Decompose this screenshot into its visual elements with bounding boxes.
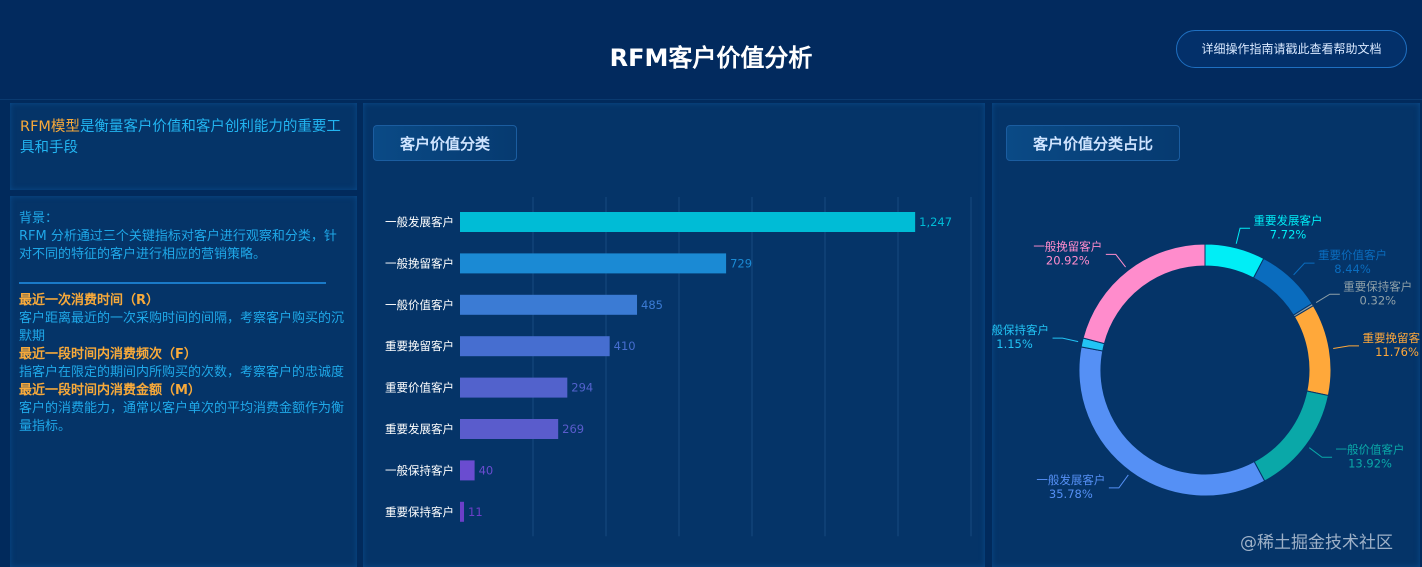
background-text: RFM 分析通过三个关键指标对客户进行观察和分类，针对不同的特征的客户进行相应的… — [19, 229, 337, 262]
leader-line — [1333, 345, 1359, 350]
divider — [19, 282, 326, 284]
category-label: 一般保持客户 — [385, 463, 454, 477]
slice-percent-label: 1.15% — [996, 337, 1033, 351]
bar — [460, 501, 465, 522]
header: RFM客户价值分析 详细操作指南请戳此查看帮助文档 — [0, 0, 1422, 100]
value-label: 729 — [730, 256, 752, 270]
slice-percent-label: 20.92% — [1046, 253, 1090, 267]
donut-slice — [1253, 390, 1329, 482]
value-label: 40 — [479, 463, 494, 477]
leader-line — [1105, 253, 1126, 268]
value-label: 294 — [571, 381, 593, 395]
pie-panel-title: 客户价值分类占比 — [1006, 125, 1181, 161]
background-label: 背景： — [19, 211, 59, 226]
intro-highlight: RFM模型 — [20, 119, 80, 135]
leader-line — [1293, 262, 1315, 276]
slice-name-label: 重要发展客户 — [1254, 213, 1323, 227]
pie-chart-panel: 客户价值分类占比 重要发展客户 7.72% 重要价值客户 8.44% 重要保持客户 0.3… — [992, 103, 1420, 567]
slice-percent-label: 35.78% — [1049, 487, 1093, 501]
leader-line — [1052, 337, 1079, 343]
slice-percent-label: 0.32% — [1360, 293, 1397, 307]
description-panel: 背景： RFM 分析通过三个关键指标对客户进行观察和分类，针对不同的特征的客户进… — [10, 196, 357, 567]
value-label: 410 — [614, 339, 636, 353]
category-label: 一般价值客户 — [385, 298, 454, 312]
slice-name-label: 重要价值客户 — [1318, 248, 1387, 262]
metric-f-title: 最近一段时间内消费频次（F） — [19, 347, 197, 362]
bar — [460, 294, 638, 315]
slice-name-label: 一般挽留客户 — [1033, 239, 1102, 253]
slice-name-label: 一般保持客户 — [992, 323, 1049, 337]
metric-m-title: 最近一段时间内消费金额（M） — [19, 383, 201, 398]
help-guide-button[interactable]: 详细操作指南请戳此查看帮助文档 — [1176, 30, 1407, 68]
bar-panel-title: 客户价值分类 — [373, 125, 518, 161]
category-label: 重要挽留客户 — [385, 339, 454, 353]
slice-percent-label: 13.92% — [1348, 456, 1392, 470]
slice-percent-label: 7.72% — [1270, 227, 1307, 241]
intro-text: 是衡量客户价值和客户创利能力的重要工具和手段 — [20, 119, 341, 156]
slice-percent-label: 11.76% — [1375, 345, 1419, 359]
leader-line — [1235, 227, 1251, 244]
value-label: 269 — [562, 422, 584, 436]
category-label: 重要价值客户 — [385, 381, 454, 395]
value-label: 485 — [641, 298, 663, 312]
category-label: 一般挽留客户 — [385, 256, 454, 270]
watermark: @稀土掘金技术社区 — [1240, 533, 1393, 553]
category-label: 重要发展客户 — [385, 422, 454, 436]
metric-m-text: 客户的消费能力，通常以客户单次的平均消费金额作为衡量指标。 — [19, 401, 345, 434]
slice-name-label: 重要挽留客户 — [1362, 331, 1420, 345]
metric-f-text: 指客户在限定的期间内所购买的次数，考察客户的忠诚度 — [19, 365, 345, 380]
donut-slice — [1293, 305, 1332, 397]
value-label: 1,247 — [919, 215, 952, 229]
leader-line — [1315, 293, 1340, 303]
bar-chart: 一般发展客户 1,247 一般挽留客户 729 一般价值客户 485 重要挽留客户 410 重要… — [385, 197, 972, 537]
metric-r-text: 客户距离最近的一次采购时间的间隔，考察客户购买的沉默期 — [19, 311, 345, 344]
donut-slice — [1252, 257, 1313, 316]
metric-r-title: 最近一次消费时间（R） — [19, 293, 160, 308]
page-title: RFM客户价值分析 — [609, 44, 813, 72]
category-label: 重要保持客户 — [385, 505, 454, 519]
bar — [460, 336, 610, 357]
bar — [460, 419, 559, 439]
leader-line — [1108, 474, 1129, 489]
slice-name-label: 一般价值客户 — [1336, 442, 1405, 456]
bar — [460, 377, 568, 398]
intro-panel: RFM模型是衡量客户价值和客户创利能力的重要工具和手段 — [10, 103, 357, 190]
slice-name-label: 一般发展客户 — [1036, 473, 1105, 487]
donut-chart: 重要发展客户7.72%重要价值客户8.44%重要保持客户0.32%重要挽留客户1… — [992, 213, 1420, 501]
bar — [460, 460, 475, 481]
donut-slice — [1082, 243, 1206, 345]
slice-percent-label: 8.44% — [1334, 262, 1371, 276]
bar — [460, 253, 727, 274]
value-label: 11 — [468, 505, 483, 519]
slice-name-label: 重要保持客户 — [1343, 279, 1412, 293]
bar-chart-panel: 客户价值分类 一般发展客户 1,247 一般挽留客户 729 一般价值客户 485 重要挽留… — [363, 103, 985, 567]
leader-line — [1308, 447, 1333, 458]
donut-slice — [1078, 346, 1266, 497]
bar — [460, 212, 916, 232]
category-label: 一般发展客户 — [385, 215, 454, 229]
donut-slice — [1204, 243, 1265, 279]
